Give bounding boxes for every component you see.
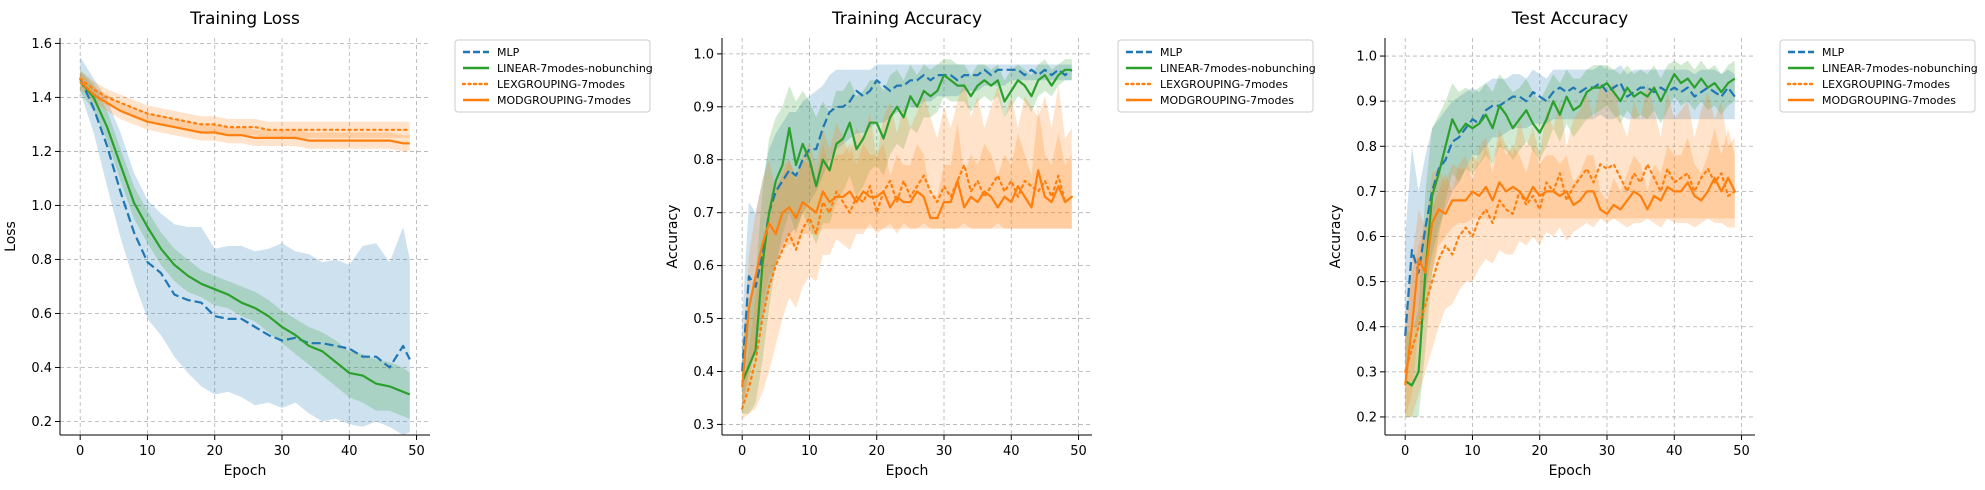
series-line-2	[1404, 163, 1736, 373]
legend-label-0: MLP	[1822, 46, 1845, 59]
y-tick-label: 0.3	[693, 418, 714, 433]
series-band-1	[742, 59, 1072, 414]
series-band-3	[742, 106, 1072, 409]
y-tick-label: 0.8	[1356, 140, 1377, 155]
legend: MLP LINEAR-7modes-nobunching LEXGROUPING-7…	[1779, 39, 1978, 113]
series-band-0	[742, 64, 1072, 409]
y-tick-label: 0.4	[31, 361, 52, 376]
legend-label-0: MLP	[1160, 46, 1183, 59]
chart-title: Training Loss	[189, 9, 300, 29]
series-line-0	[1404, 81, 1736, 336]
y-tick-label: 0.4	[693, 365, 714, 380]
y-tick-label: 0.6	[693, 259, 714, 274]
legend: MLP LINEAR-7modes-nobunching LEXGROUPING-7…	[1117, 39, 1316, 113]
series-line-1	[741, 68, 1072, 383]
x-axis-label: Epoch	[1549, 463, 1592, 479]
y-tick-label: 0.6	[1356, 230, 1377, 245]
legend-label-1: LINEAR-7modes-nobunching	[497, 62, 653, 75]
y-axis-label: Accuracy	[665, 205, 681, 269]
x-axis-label: Epoch	[224, 463, 267, 479]
x-tick-label: 20	[868, 444, 885, 459]
y-tick-label: 0.6	[31, 307, 52, 322]
y-tick-label: 0.9	[693, 100, 714, 115]
y-tick-label: 0.7	[693, 206, 714, 221]
y-tick-label: 0.5	[693, 312, 714, 327]
x-tick-label: 10	[801, 444, 818, 459]
x-tick-label: 40	[1003, 444, 1020, 459]
chart-panel-1: 0 10 20 30 40 50 0.3 0.4 0.5 0.6 0.7 0.8 0.9 1.0 Train…	[665, 9, 1316, 479]
legend-frame	[1779, 39, 1976, 113]
x-tick-label: 30	[1599, 444, 1616, 459]
legend: MLP LINEAR-7modes-nobunching LEXGROUPING-7…	[454, 39, 653, 113]
series-line-0	[79, 78, 411, 369]
legend-label-3: MODGROUPING-7modes	[1822, 94, 1956, 107]
legend-frame	[454, 39, 651, 113]
y-tick-label: 0.8	[31, 253, 52, 268]
y-axis-label: Loss	[3, 221, 19, 252]
y-axis-label: Accuracy	[1328, 205, 1344, 269]
legend-label-2: LEXGROUPING-7modes	[1822, 78, 1950, 91]
y-tick-label: 0.3	[1356, 365, 1377, 380]
series-band-0	[80, 56, 410, 436]
legend-label-1: LINEAR-7modes-nobunching	[1822, 62, 1978, 75]
series-line-0	[741, 68, 1073, 372]
legend-label-3: MODGROUPING-7modes	[497, 94, 631, 107]
legend-label-2: LEXGROUPING-7modes	[1160, 78, 1288, 91]
y-tick-label: 0.2	[31, 415, 52, 430]
series-line-3	[79, 80, 410, 145]
series-band-2	[742, 80, 1072, 420]
y-tick-label: 1.4	[31, 91, 52, 106]
y-tick-label: 0.7	[1356, 185, 1377, 200]
y-tick-label: 1.6	[31, 37, 52, 52]
series-band-2	[1405, 83, 1735, 417]
series-band-1	[1405, 60, 1735, 417]
x-tick-label: 40	[1666, 444, 1683, 459]
x-axis-label: Epoch	[886, 463, 929, 479]
x-tick-label: 50	[1733, 444, 1750, 459]
series-line-3	[1404, 176, 1736, 386]
y-tick-label: 1.0	[31, 199, 52, 214]
y-tick-label: 0.2	[1356, 410, 1377, 425]
series-line-3	[741, 169, 1073, 388]
x-tick-label: 30	[274, 444, 291, 459]
legend-frame	[1117, 39, 1314, 113]
series-band-0	[1405, 65, 1735, 372]
chart-panel-0: 0 10 20 30 40 50 0.2 0.4 0.6 0.8 1.0 1.2 1.4 1.6 Train…	[3, 9, 653, 479]
y-tick-label: 1.0	[693, 47, 714, 62]
x-tick-label: 10	[139, 444, 156, 459]
series-line-1	[79, 80, 411, 396]
legend-label-0: MLP	[497, 46, 520, 59]
x-tick-label: 30	[936, 444, 953, 459]
x-tick-label: 40	[341, 444, 358, 459]
series-band-3	[80, 73, 410, 152]
legend-label-2: LEXGROUPING-7modes	[497, 78, 625, 91]
chart-panel-2: 0 10 20 30 40 50 0.2 0.3 0.4 0.5 0.6 0.7 0.8 0.9 1.0 Te…	[1328, 9, 1978, 479]
y-tick-label: 0.8	[693, 153, 714, 168]
y-tick-label: 0.5	[1356, 275, 1377, 290]
chart-title: Test Accuracy	[1511, 9, 1629, 29]
x-tick-label: 0	[738, 444, 746, 459]
series-line-2	[79, 77, 411, 131]
legend-label-1: LINEAR-7modes-nobunching	[1160, 62, 1316, 75]
chart-title: Training Accuracy	[831, 9, 982, 29]
x-tick-label: 50	[408, 444, 425, 459]
x-tick-label: 0	[76, 444, 84, 459]
legend-label-3: MODGROUPING-7modes	[1160, 94, 1294, 107]
y-tick-label: 0.9	[1356, 95, 1377, 110]
y-tick-label: 1.2	[31, 145, 52, 160]
x-tick-label: 20	[1531, 444, 1548, 459]
y-tick-label: 1.0	[1356, 50, 1377, 65]
x-tick-label: 0	[1401, 444, 1409, 459]
series-line-2	[741, 163, 1073, 410]
x-tick-label: 20	[206, 444, 223, 459]
series-line-1	[1404, 72, 1736, 387]
x-tick-label: 50	[1070, 444, 1087, 459]
y-tick-label: 0.4	[1356, 320, 1377, 335]
series-band-2	[80, 70, 410, 138]
x-tick-label: 10	[1464, 444, 1481, 459]
